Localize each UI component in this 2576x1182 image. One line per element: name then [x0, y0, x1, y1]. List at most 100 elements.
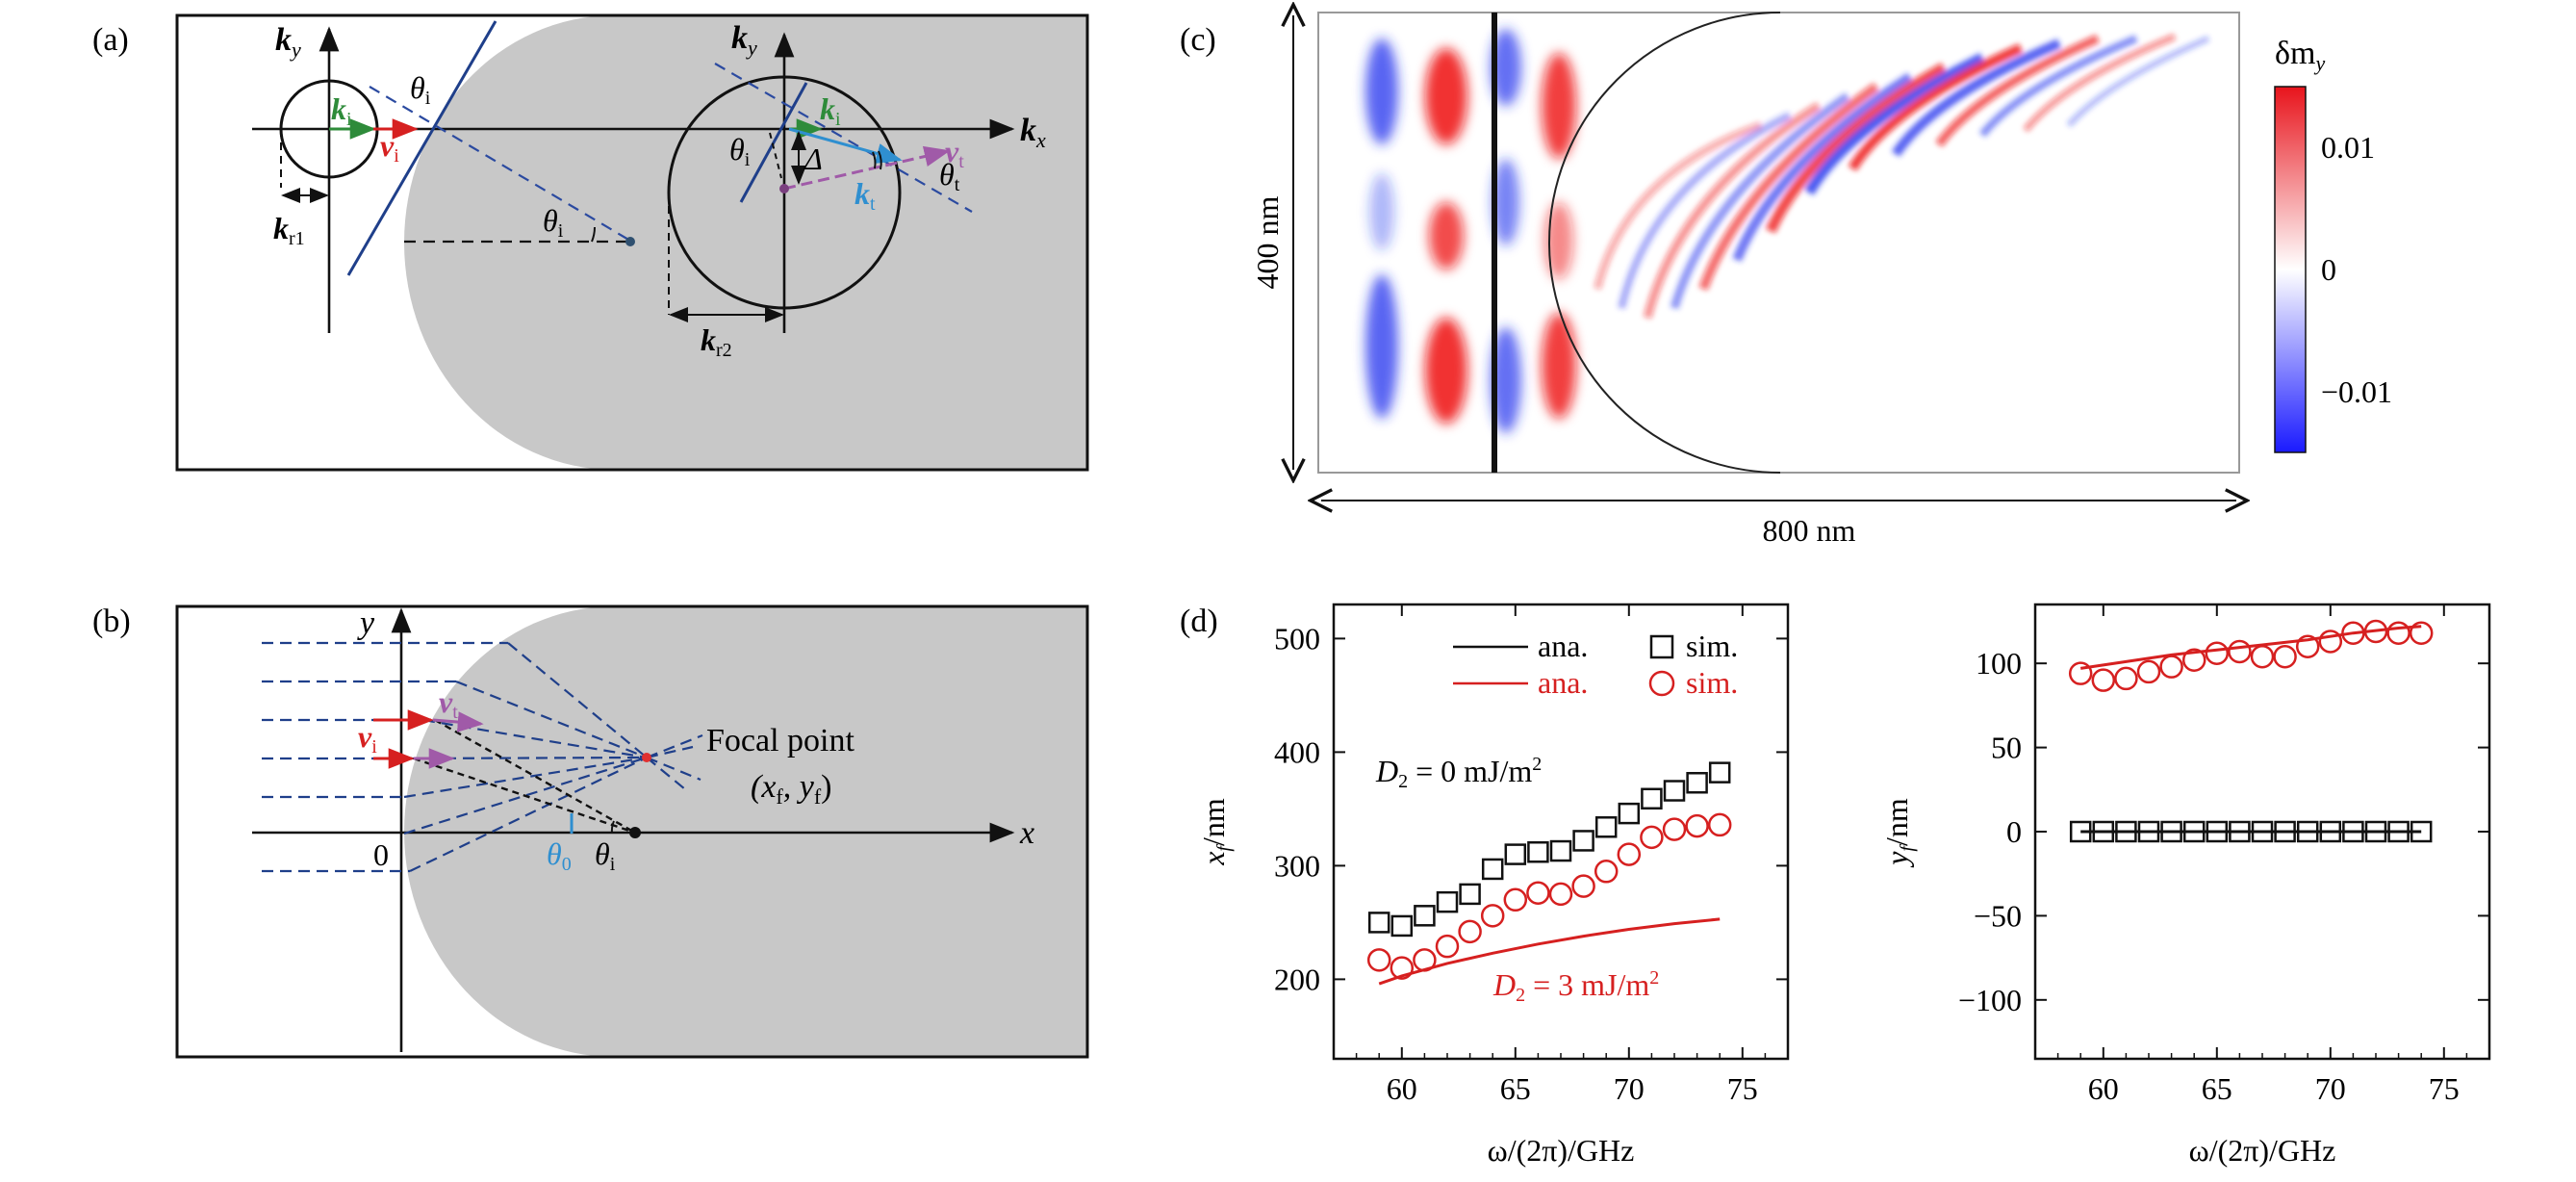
left-square-point — [1504, 843, 1527, 865]
panel-a: (a) ky ky kx ki vi — [92, 13, 1089, 472]
panel-b-rays — [262, 641, 703, 873]
right-y-axis-label: yf/nm — [1879, 798, 1918, 868]
panel-b-black-chord-1 — [434, 718, 636, 835]
wave-blob — [1544, 202, 1573, 279]
right-plot-marks — [2068, 619, 2434, 843]
legend-ana-red: ana. — [1538, 665, 1588, 700]
left-circle-point — [1685, 813, 1709, 838]
panel-a-delta-label: Δ — [803, 141, 823, 176]
right-y-tick-label: 0 — [2006, 814, 2022, 849]
panel-b-fan-2 — [646, 756, 701, 782]
panel-a-ky-right-label: ky — [731, 20, 757, 60]
panel-a-ky-left-label: ky — [275, 22, 301, 62]
panel-b-ray-7 — [403, 756, 648, 835]
panel-a-center-dot — [625, 237, 635, 246]
right-circle-point — [2159, 655, 2183, 679]
left-x-tick-label: 70 — [1614, 1071, 1645, 1106]
left-square-point — [1708, 761, 1731, 784]
panel-b-fan-1 — [646, 733, 703, 759]
wave-front — [1618, 112, 1792, 309]
wave-front — [1594, 121, 1763, 290]
panel-b-ray-6b — [409, 757, 648, 872]
panel-d: (d) 60 65 70 75 200 300 400 500 ana. sim. ana. … — [1180, 603, 2491, 1168]
panel-a-interface-line — [346, 20, 497, 276]
panel-b-vt-vector-1 — [432, 711, 484, 732]
panel-c-domain-boundary — [1548, 12, 1781, 474]
right-analytic-line — [2079, 625, 2422, 670]
panel-a-ki-label-large: ki — [820, 91, 841, 130]
left-square-point — [1436, 890, 1459, 913]
panel-a-tangent-dashed — [714, 63, 973, 213]
left-circle-point — [1503, 887, 1528, 912]
legend-ana-black: ana. — [1538, 629, 1588, 663]
right-circle-point — [2295, 634, 2320, 658]
right-circle-point — [2409, 621, 2434, 645]
right-x-tick-label: 65 — [2202, 1071, 2232, 1106]
panel-a-label: (a) — [92, 22, 129, 58]
panel-a-ki-label-small: ki — [331, 91, 352, 130]
right-y-tick-label: 100 — [1976, 646, 2022, 681]
left-square-point — [1481, 858, 1504, 881]
panel-a-theta-i-label-3: θi — [729, 132, 751, 170]
left-circle-point — [1594, 860, 1619, 884]
left-square-point — [1663, 780, 1686, 802]
left-square-point — [1549, 839, 1572, 862]
panel-b-theta0-label: θ0 — [547, 836, 572, 875]
wave-front — [1732, 72, 1913, 262]
panel-c-colorbar-title: δmy — [2275, 36, 2325, 75]
left-circle-point — [1390, 956, 1415, 980]
right-circle-point — [2068, 661, 2093, 685]
left-square-point — [1594, 816, 1618, 838]
left-y-tick-label: 300 — [1274, 848, 1320, 883]
right-x-tick-label: 60 — [2088, 1071, 2119, 1106]
left-circle-point — [1640, 825, 1664, 850]
wave-blob — [1491, 29, 1521, 106]
panel-b-origin-label: 0 — [373, 837, 389, 872]
right-circle-point — [2114, 666, 2138, 691]
panel-c-label: (c) — [1180, 22, 1216, 58]
panel-b: (b) — [92, 604, 1089, 1059]
panel-b-ray-1b — [507, 642, 648, 758]
left-square-point — [1686, 772, 1708, 794]
right-circle-point — [2091, 668, 2116, 692]
panel-a-vi-label: vi — [380, 128, 399, 167]
wave-front — [2066, 36, 2210, 127]
left-circle-point — [1366, 948, 1391, 972]
panel-a-theta-t-arc — [872, 151, 877, 169]
left-circle-point — [1662, 817, 1687, 841]
right-x-tick-label: 75 — [2429, 1071, 2460, 1106]
panel-c-wave-field — [1365, 29, 2210, 433]
panel-a-theta-t-arc2 — [878, 150, 882, 170]
wave-front — [1670, 92, 1850, 310]
left-y-tick-label: 200 — [1274, 962, 1320, 996]
panel-b-theta-i-arc — [610, 820, 615, 834]
panel-c-colorbar — [2274, 86, 2307, 453]
panel-a-kt-vector — [788, 127, 903, 164]
panel-a-tangent-solid — [739, 82, 808, 203]
panel-b-ray-2b — [455, 680, 648, 759]
panel-b-fan-3 — [646, 757, 686, 790]
panel-c-height-label: 400 nm — [1250, 195, 1285, 289]
wave-front — [1643, 102, 1822, 320]
panel-c-transmitted-wave — [1594, 33, 2210, 320]
legend-square-marker — [1649, 634, 1674, 659]
wave-blob — [1365, 39, 1398, 144]
panel-b-fan-4 — [646, 745, 694, 759]
left-analytic-line — [1378, 917, 1721, 986]
left-x-axis-label: ω/(2π)/GHz — [1488, 1133, 1635, 1168]
panel-a-kr2-label: kr2 — [701, 322, 732, 361]
panel-a-theta-i-dash — [769, 132, 782, 179]
left-circle-point — [1480, 904, 1505, 928]
panel-a-frame — [175, 13, 1089, 472]
panel-b-x-axis-label: x — [1019, 815, 1034, 851]
wave-blob — [1425, 318, 1467, 424]
left-y-axis-label: xf/nm — [1196, 798, 1235, 866]
left-circle-point — [1458, 919, 1482, 944]
panel-c-width-label: 800 nm — [1763, 513, 1856, 548]
panel-c: (c) — [1180, 13, 2392, 548]
right-x-tick-label: 70 — [2315, 1071, 2346, 1106]
right-circle-point — [2386, 621, 2410, 645]
left-plot-ticks: 60 65 70 75 200 300 400 500 — [1274, 604, 1788, 1106]
left-circle-point — [1435, 934, 1460, 959]
